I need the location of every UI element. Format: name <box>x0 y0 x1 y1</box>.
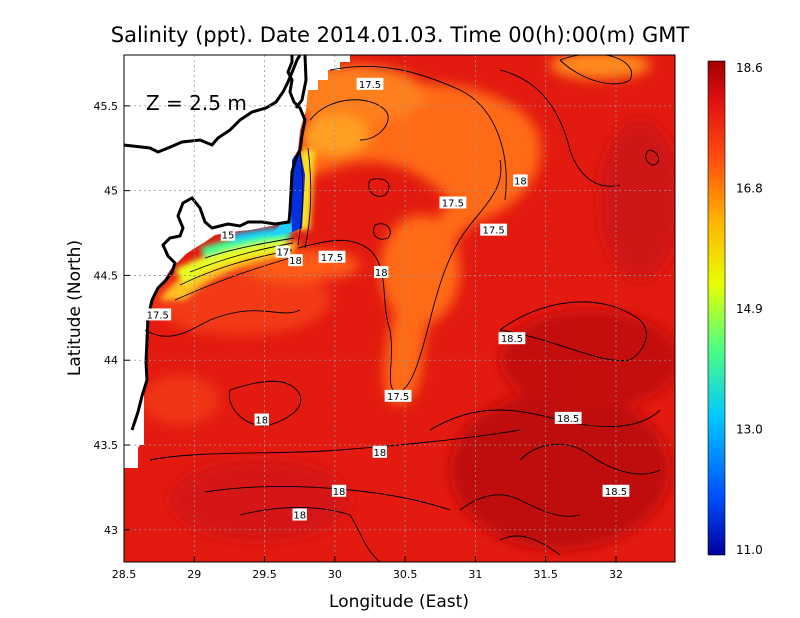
contour-label: 18 <box>288 254 303 267</box>
y-axis-label: Latitude (North) <box>65 240 85 376</box>
contour-label-box <box>220 228 236 241</box>
depth-annotation: Z = 2.5 m <box>146 91 247 115</box>
x-tick-label: 32 <box>609 568 623 581</box>
contour-label: 17.5 <box>318 250 346 264</box>
colorbar-labels: 18.6 16.8 14.9 13.0 11.0 <box>736 61 763 557</box>
contour-label-box <box>331 484 347 497</box>
y-tick-label: 44 <box>104 354 118 367</box>
x-axis-label: Longitude (East) <box>329 592 469 612</box>
x-tick-label: 29.5 <box>252 568 277 581</box>
chart-title: Salinity (ppt). Date 2014.01.03. Time 00… <box>111 23 690 47</box>
contour-label: 17.5 <box>356 77 384 91</box>
y-tick-label: 45.5 <box>94 100 119 113</box>
contour-label-box <box>480 223 508 236</box>
contour-label: 17.5 <box>480 223 508 237</box>
contour-label-box <box>288 254 303 267</box>
contour-label: 18 <box>331 484 347 498</box>
contour-label: 18 <box>372 445 388 459</box>
contour-label: 17.5 <box>439 196 467 210</box>
contour-label-text: 17.5 <box>387 392 409 403</box>
contour-label: 18.5 <box>602 484 630 498</box>
contour-label-text: 18 <box>333 487 346 498</box>
contour-label-text: 18 <box>373 448 386 459</box>
colorbar-tick-label: 18.6 <box>736 61 763 75</box>
x-tick-label: 31.5 <box>533 568 558 581</box>
contour-label-box <box>554 411 582 424</box>
contour-label: 18 <box>513 174 528 187</box>
contour-label-text: 18 <box>293 511 306 522</box>
contour-label-text: 17.5 <box>359 80 381 91</box>
contour-label-box <box>292 508 307 521</box>
colorbar-tick-label: 14.9 <box>736 302 763 316</box>
land-mass <box>124 55 350 460</box>
contour-label-text: 18.5 <box>605 487 627 498</box>
contour-label: 18.5 <box>554 411 582 425</box>
contour-label-box <box>356 77 384 90</box>
contour-label-text: 18 <box>514 176 527 187</box>
colorbar-tick-label: 13.0 <box>736 423 763 437</box>
x-tick-label: 29 <box>187 568 201 581</box>
y-axis: 43 43.5 44 44.5 45 45.5 <box>94 100 130 537</box>
x-axis: 28.5 29 29.5 30 30.5 31 31.5 32 <box>112 556 623 581</box>
contour-label-box <box>374 266 389 279</box>
contour-label-text: 17.5 <box>442 199 464 210</box>
y-tick-label: 44.5 <box>94 269 119 282</box>
contour-label: 18 <box>292 508 307 522</box>
contour-label: 17.5 <box>384 389 412 403</box>
y-tick-label: 45 <box>104 185 118 198</box>
x-tick-label: 30 <box>328 568 342 581</box>
colorbar-tick-label: 16.8 <box>736 182 763 196</box>
x-tick-label: 30.5 <box>393 568 418 581</box>
contour-label-text: 17.5 <box>147 310 169 321</box>
x-tick-label: 31 <box>468 568 482 581</box>
contour-label-text: 18 <box>375 268 388 279</box>
contour-label-box <box>372 445 388 458</box>
contour-lines <box>144 55 661 562</box>
contour-label: 18 <box>374 266 389 279</box>
contour-label: 18.5 <box>498 332 526 345</box>
contour-label-text: 18.5 <box>501 334 523 345</box>
contour-label: 17 <box>275 245 291 259</box>
contour-label-text: 18 <box>255 416 268 427</box>
colorbar-tick-label: 11.0 <box>736 543 763 557</box>
contour-label-box <box>318 250 346 263</box>
colorbar: 18.6 16.8 14.9 13.0 11.0 <box>707 60 763 557</box>
contour-label-text: 17.5 <box>483 226 505 237</box>
contour-label-box <box>602 484 630 497</box>
contour-label-text: 17.5 <box>321 253 343 264</box>
y-tick-label: 43.5 <box>94 439 119 452</box>
island-outline <box>294 55 308 109</box>
contour-label-box <box>384 389 412 402</box>
contour-label-text: 15 <box>222 231 235 242</box>
contour-label-box <box>498 332 526 345</box>
x-tick-label: 28.5 <box>112 568 137 581</box>
contour-label: 18 <box>254 413 269 427</box>
high-salinity-patches <box>170 120 675 550</box>
contour-label-box <box>513 174 528 187</box>
contour-label-box <box>439 196 467 209</box>
contour-label: 17.5 <box>144 308 172 321</box>
contour-label-text: 18.5 <box>557 414 579 425</box>
contour-label-box <box>254 413 269 426</box>
coastline <box>124 55 307 431</box>
contour-label-text: 17 <box>276 248 289 259</box>
contour-label: 15 <box>220 228 236 242</box>
colorbar-gradient <box>707 60 726 556</box>
grid <box>124 55 675 562</box>
contour-label-box <box>144 308 172 321</box>
y-tick-label: 43 <box>104 524 118 537</box>
contour-label-box <box>275 245 291 258</box>
plot-frame <box>123 54 676 563</box>
contour-label-text: 18 <box>289 256 302 267</box>
coast-mask-steps <box>124 385 144 468</box>
